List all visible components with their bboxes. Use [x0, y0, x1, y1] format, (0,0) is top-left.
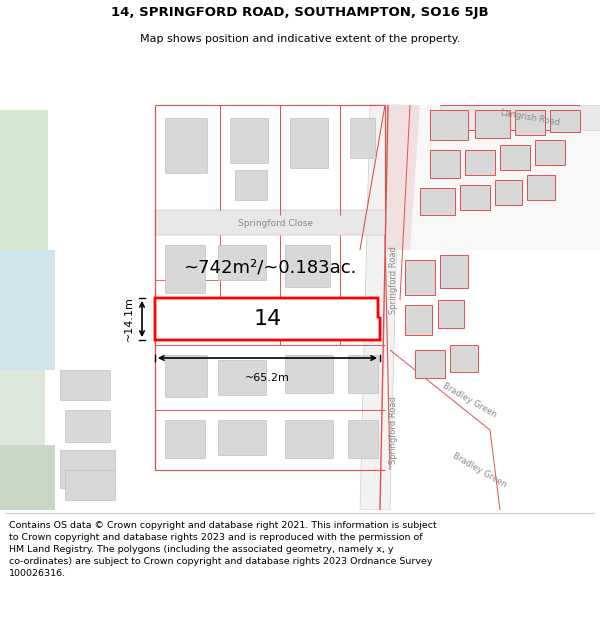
Text: Langrish Road: Langrish Road: [500, 108, 560, 127]
Polygon shape: [438, 300, 464, 328]
Polygon shape: [218, 420, 266, 455]
Polygon shape: [0, 250, 55, 370]
Polygon shape: [290, 118, 328, 168]
Polygon shape: [348, 420, 378, 458]
Polygon shape: [430, 110, 468, 140]
Polygon shape: [218, 360, 266, 395]
Polygon shape: [348, 355, 378, 393]
Polygon shape: [420, 188, 455, 215]
Polygon shape: [165, 420, 205, 458]
Polygon shape: [475, 110, 510, 138]
Polygon shape: [550, 110, 580, 132]
Polygon shape: [0, 50, 600, 510]
Polygon shape: [410, 105, 600, 250]
Text: Springford Close: Springford Close: [238, 219, 313, 228]
Text: Bradley Green: Bradley Green: [451, 451, 509, 489]
Polygon shape: [165, 245, 205, 293]
Polygon shape: [175, 305, 200, 333]
Text: Springford Road: Springford Road: [389, 246, 398, 314]
Polygon shape: [218, 245, 266, 280]
Polygon shape: [0, 370, 45, 445]
Polygon shape: [165, 118, 207, 173]
Polygon shape: [60, 450, 115, 488]
Polygon shape: [65, 470, 115, 500]
Polygon shape: [460, 185, 490, 210]
Polygon shape: [165, 355, 207, 397]
Text: 14, SPRINGFORD ROAD, SOUTHAMPTON, SO16 5JB: 14, SPRINGFORD ROAD, SOUTHAMPTON, SO16 5…: [111, 6, 489, 19]
Polygon shape: [500, 145, 530, 170]
Polygon shape: [440, 255, 468, 288]
Polygon shape: [235, 170, 267, 200]
Polygon shape: [495, 180, 522, 205]
Polygon shape: [0, 110, 48, 250]
Polygon shape: [535, 140, 565, 165]
Polygon shape: [60, 370, 110, 400]
Text: ~14.1m: ~14.1m: [124, 296, 134, 341]
Polygon shape: [527, 175, 555, 200]
Polygon shape: [415, 350, 445, 378]
Text: ~65.2m: ~65.2m: [245, 373, 290, 383]
Text: Map shows position and indicative extent of the property.: Map shows position and indicative extent…: [140, 34, 460, 44]
Text: ~742m²/~0.183ac.: ~742m²/~0.183ac.: [184, 259, 356, 277]
Polygon shape: [285, 245, 330, 287]
Text: Contains OS data © Crown copyright and database right 2021. This information is : Contains OS data © Crown copyright and d…: [9, 521, 437, 578]
Polygon shape: [0, 445, 55, 510]
Polygon shape: [465, 150, 495, 175]
Polygon shape: [350, 118, 375, 158]
Text: Springford Road: Springford Road: [389, 396, 398, 464]
Polygon shape: [65, 410, 110, 442]
Polygon shape: [155, 210, 390, 235]
Text: Bradley Green: Bradley Green: [442, 381, 499, 419]
Polygon shape: [285, 420, 333, 458]
Polygon shape: [360, 105, 400, 510]
Polygon shape: [405, 260, 435, 295]
Polygon shape: [450, 345, 478, 372]
Text: 14: 14: [253, 309, 281, 329]
Polygon shape: [430, 150, 460, 178]
Polygon shape: [440, 105, 600, 130]
Polygon shape: [515, 110, 545, 135]
Polygon shape: [230, 118, 268, 163]
Polygon shape: [405, 305, 432, 335]
Polygon shape: [155, 298, 380, 340]
Polygon shape: [385, 105, 420, 250]
Polygon shape: [285, 355, 333, 393]
